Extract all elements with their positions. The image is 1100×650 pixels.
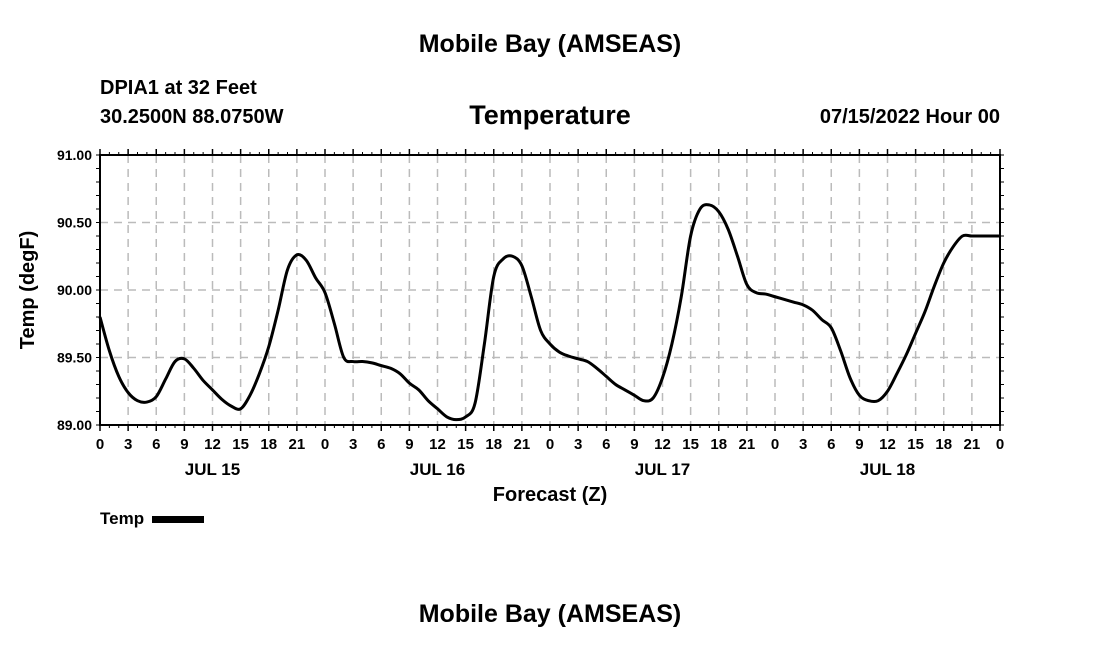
x-tick-label: 15 [907, 436, 924, 453]
legend-label-temp: Temp [100, 509, 145, 528]
variable-title: Temperature [469, 100, 631, 130]
x-tick-label: 6 [377, 436, 385, 453]
day-label: JUL 18 [860, 460, 915, 479]
x-tick-label: 6 [152, 436, 160, 453]
x-tick-label: 9 [180, 436, 188, 453]
station-coordinates: 30.2500N 88.0750W [100, 106, 284, 128]
x-tick-label: 18 [710, 436, 727, 453]
x-tick-label: 18 [935, 436, 952, 453]
x-tick-label: 9 [855, 436, 863, 453]
x-tick-label: 21 [289, 436, 306, 453]
legend-line-swatch [152, 515, 205, 523]
x-tick-label: 12 [654, 436, 671, 453]
day-label: JUL 15 [185, 460, 240, 479]
x-tick-label: 6 [827, 436, 835, 453]
x-tick-label: 3 [124, 436, 132, 453]
y-tick-label: 90.00 [57, 282, 92, 298]
y-tick-label: 89.50 [57, 350, 92, 366]
x-tick-label: 21 [964, 436, 981, 453]
chart-grid [100, 155, 1000, 425]
x-tick-label: 15 [682, 436, 699, 453]
x-tick-label: 3 [349, 436, 357, 453]
x-tick-label: 21 [514, 436, 531, 453]
chart-main-title: Mobile Bay (AMSEAS) [418, 30, 682, 58]
y-tick-label: 90.50 [57, 215, 92, 231]
x-tick-label: 0 [771, 436, 779, 453]
x-tick-label: 21 [739, 436, 756, 453]
x-tick-label: 9 [405, 436, 413, 453]
x-tick-label: 0 [996, 436, 1004, 453]
day-label: JUL 16 [410, 460, 465, 479]
forecast-timestamp: 07/15/2022 Hour 00 [819, 106, 1000, 128]
axis-ticks: 89.00 89.50 90.00 90.50 91.00 0 3 6 9 12 15 18 21 0 3 6… [57, 147, 1004, 479]
x-tick-label: 18 [260, 436, 277, 453]
x-tick-label: 12 [204, 436, 221, 453]
x-tick-label: 3 [574, 436, 582, 453]
x-tick-label: 0 [96, 436, 104, 453]
x-tick-label: 0 [321, 436, 329, 453]
x-tick-label: 9 [630, 436, 638, 453]
x-tick-label: 3 [799, 436, 807, 453]
x-tick-label: 12 [429, 436, 446, 453]
x-tick-label: 15 [232, 436, 249, 453]
y-tick-label: 89.00 [57, 417, 92, 433]
x-tick-label: 18 [485, 436, 502, 453]
x-tick-label: 15 [457, 436, 474, 453]
day-label: JUL 17 [635, 460, 690, 479]
x-tick-label: 12 [879, 436, 896, 453]
x-tick-label: 0 [546, 436, 554, 453]
chart-legend: Temp [100, 509, 205, 529]
y-tick-label: 91.00 [57, 147, 92, 163]
x-tick-label: 6 [602, 436, 610, 453]
y-axis-title: Temp (degF) [17, 231, 39, 350]
station-label: DPIA1 at 32 Feet [100, 77, 257, 99]
x-axis-title: Forecast (Z) [493, 484, 607, 506]
series-line-temp [98, 203, 1000, 422]
footer-title: Mobile Bay (AMSEAS) [418, 600, 682, 628]
